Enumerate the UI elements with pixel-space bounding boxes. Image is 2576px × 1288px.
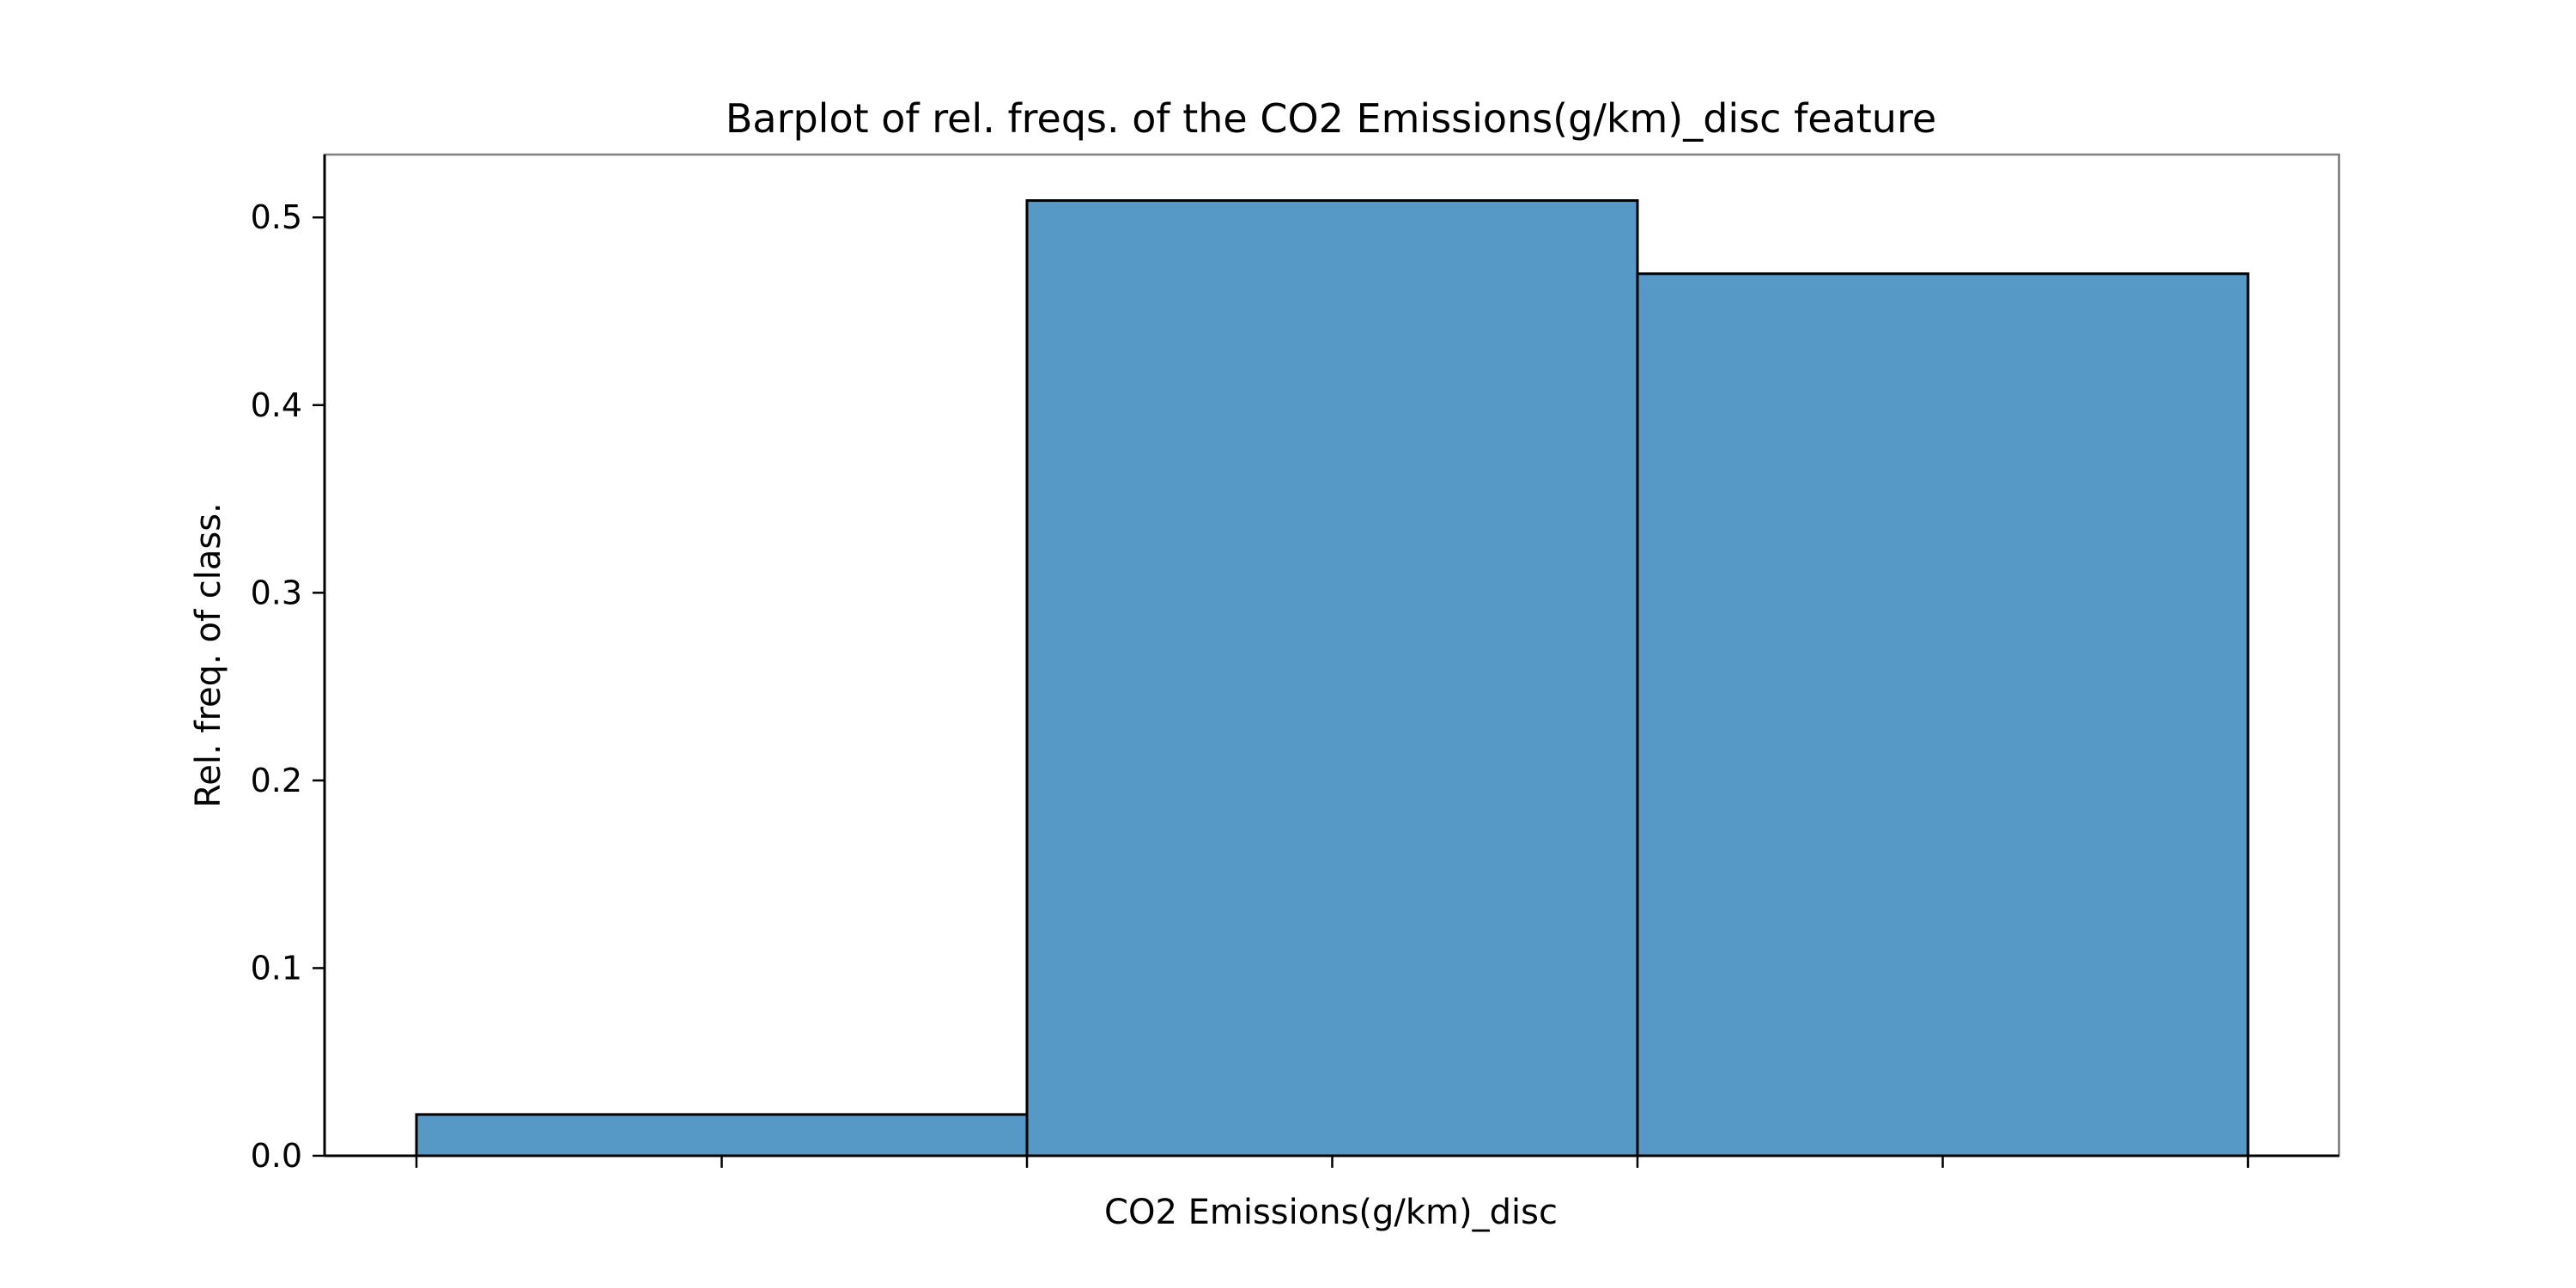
y-tick-label: 0.4 — [251, 386, 302, 424]
bar-3 — [1636, 272, 2250, 1157]
y-tick-label: 0.0 — [251, 1137, 302, 1175]
chart-title: Barplot of rel. freqs. of the CO2 Emissi… — [726, 95, 1936, 142]
x-axis-label: CO2 Emissions(g/km)_disc — [1104, 1193, 1558, 1232]
y-tick-label: 0.2 — [251, 762, 302, 799]
bar-2 — [1025, 199, 1639, 1157]
bars-group — [415, 199, 2250, 1157]
y-tick-label: 0.3 — [251, 574, 302, 611]
y-tick-label: 0.1 — [251, 949, 302, 987]
y-tick-label: 0.5 — [251, 198, 302, 236]
y-ticks-group: 0.0 0.1 0.2 0.3 0.4 0.5 — [251, 198, 325, 1175]
x-ticks-group — [415, 1156, 2250, 1168]
bar-1 — [415, 1113, 1029, 1157]
y-axis-label: Rel. freq. of class. — [189, 502, 228, 808]
